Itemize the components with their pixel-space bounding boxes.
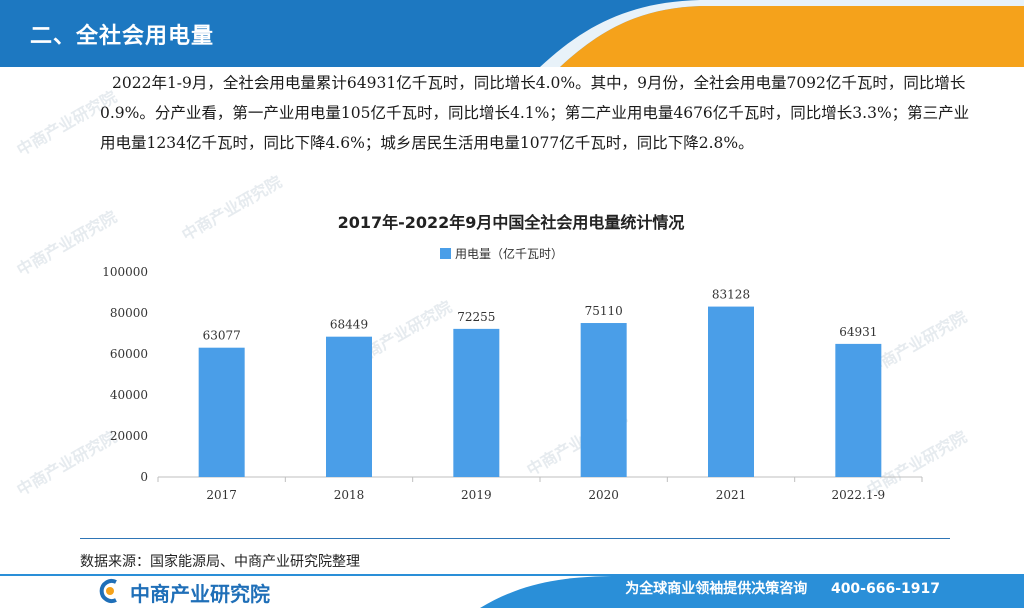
bar — [708, 306, 754, 477]
footer-phone: 400-666-1917 — [830, 581, 940, 597]
bar-labels: 63077 68449 72255 75110 83128 64931 — [203, 288, 878, 343]
footer-slogan: 为全球商业领袖提供决策咨询 — [625, 581, 808, 597]
y-tick-label: 100000 — [102, 265, 148, 279]
bar-value-label: 68449 — [330, 318, 368, 332]
logo-icon — [99, 579, 117, 603]
bar — [198, 347, 245, 477]
legend-label: 用电量（亿千瓦时） — [455, 246, 563, 261]
bar-value-label: 83128 — [712, 288, 750, 302]
x-tick-label: 2018 — [334, 488, 365, 502]
source-text: 数据来源：国家能源局、中商产业研究院整理 — [80, 554, 360, 570]
y-tick-label: 0 — [140, 470, 148, 484]
bar-value-label: 72255 — [457, 310, 495, 324]
y-tick-label: 80000 — [110, 306, 148, 320]
x-tick-label: 2021 — [716, 488, 747, 502]
bar — [326, 336, 372, 477]
bars — [198, 306, 882, 477]
footer-contact: 为全球商业领袖提供决策咨询 400-666-1917 — [625, 578, 940, 598]
bar-chart: 2017年-2022年9月中国全社会用电量统计情况 用电量（亿千瓦时） 1000… — [102, 213, 923, 502]
paragraph-text: 2022年1-9月，全社会用电量累计64931亿千瓦时，同比增长4.0%。其中，… — [100, 74, 970, 152]
bar-value-label: 75110 — [585, 304, 623, 318]
page-title: 二、全社会用电量 — [30, 24, 215, 49]
body-paragraph: 2022年1-9月，全社会用电量累计64931亿千瓦时，同比增长4.0%。其中，… — [100, 68, 970, 158]
y-tick-label: 40000 — [110, 388, 148, 402]
x-tick-label: 2020 — [588, 488, 619, 502]
y-axis: 100000 80000 60000 40000 20000 0 — [102, 265, 148, 484]
bar-value-label: 64931 — [839, 325, 877, 339]
x-axis: 2017 2018 2019 2020 2021 2022.1-9 — [157, 476, 923, 502]
bar — [580, 323, 627, 477]
source-divider — [80, 538, 950, 539]
x-tick-label: 2022.1-9 — [831, 488, 885, 502]
y-tick-label: 20000 — [110, 429, 148, 443]
footer-logo-text: 中商产业研究院 — [130, 582, 270, 606]
bar — [453, 328, 500, 477]
bar-value-label: 63077 — [203, 329, 241, 343]
x-tick-label: 2017 — [206, 488, 237, 502]
legend-swatch — [440, 248, 451, 259]
header-bar — [0, 0, 1024, 67]
chart-title: 2017年-2022年9月中国全社会用电量统计情况 — [338, 213, 685, 232]
footer-bar — [0, 574, 1024, 608]
y-tick-label: 60000 — [110, 347, 148, 361]
bar — [835, 343, 882, 477]
x-tick-label: 2019 — [461, 488, 492, 502]
